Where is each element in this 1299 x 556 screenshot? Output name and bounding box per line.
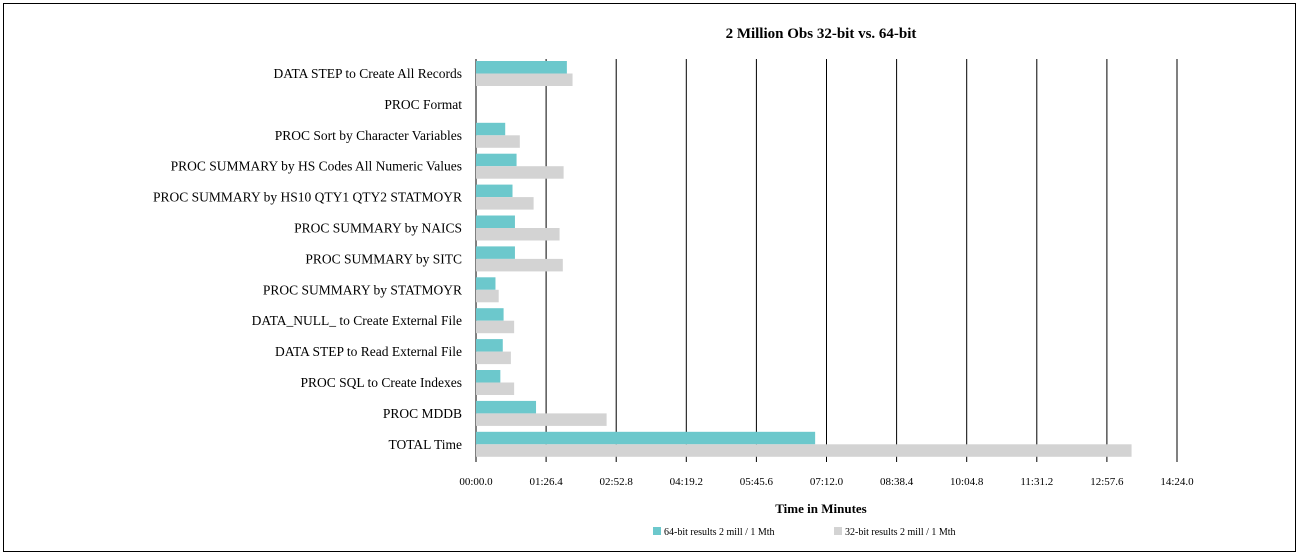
category-label: DATA_NULL_ to Create External File	[252, 313, 462, 328]
bar-32bit	[476, 289, 499, 303]
bar-32bit	[476, 258, 563, 272]
bar-32bit	[476, 320, 515, 334]
category-label: PROC MDDB	[383, 406, 462, 421]
bar-32bit	[476, 228, 560, 241]
bar-64bit	[476, 246, 515, 259]
category-label: PROC SUMMARY by SITC	[305, 251, 462, 266]
chart-title: 2 Million Obs 32-bit vs. 64-bit	[726, 26, 917, 42]
legend-label-32bit: 32-bit results 2 mill / 1 Mth	[845, 527, 956, 538]
bar-64bit	[476, 153, 517, 167]
category-label: PROC SUMMARY by HS10 QTY1 QTY2 STATMOYR	[153, 190, 462, 205]
category-label: PROC SUMMARY by STATMOYR	[263, 282, 462, 297]
bar-64bit	[476, 339, 503, 352]
bar-64bit	[476, 277, 496, 290]
legend-swatch-32bit	[834, 527, 842, 535]
category-label: TOTAL Time	[388, 437, 462, 452]
bar-32bit	[476, 382, 515, 395]
bar-64bit	[476, 122, 506, 136]
legend-swatch-64bit	[653, 527, 661, 535]
bar-32bit	[476, 444, 1132, 457]
legend: 64-bit results 2 mill / 1 Mth 32-bit res…	[653, 527, 956, 538]
bar-64bit	[476, 215, 515, 228]
category-labels: DATA STEP to Create All Records PROC Form…	[153, 66, 462, 452]
x-tick-label: 11:31.2	[1020, 476, 1053, 488]
x-tick-label: 01:26.4	[529, 476, 563, 488]
x-tick-label: 07:12.0	[810, 476, 844, 488]
bar-32bit	[476, 166, 564, 179]
category-label: PROC Sort by Character Variables	[275, 128, 462, 143]
bar-64bit	[476, 400, 537, 414]
x-tick-label: 00:00.0	[459, 476, 493, 488]
category-label: PROC Format	[384, 97, 462, 112]
x-tick-label: 10:04.8	[950, 476, 984, 488]
category-label: PROC SUMMARY by NAICS	[294, 221, 462, 236]
category-label: DATA STEP to Read External File	[275, 344, 462, 359]
x-axis-ticks: 00:00.0 01:26.4 02:52.8 04:19.2 05:45.6 07:12…	[459, 476, 1194, 488]
x-tick-label: 08:38.4	[880, 476, 914, 488]
x-tick-label: 12:57.6	[1090, 476, 1124, 488]
category-label: PROC SUMMARY by HS Codes All Numeric Val…	[171, 159, 462, 174]
bar-64bit	[476, 184, 513, 198]
bar-32bit	[476, 197, 534, 210]
x-axis-title: Time in Minutes	[775, 501, 867, 516]
bar-32bit	[476, 413, 607, 426]
chart-frame: 2 Million Obs 32-bit vs. 64-bit DATA STE…	[3, 3, 1296, 552]
x-tick-label: 05:45.6	[740, 476, 774, 488]
bar-chart: 2 Million Obs 32-bit vs. 64-bit DATA STE…	[153, 26, 1194, 538]
bar-64bit	[476, 370, 501, 383]
bar-32bit	[476, 73, 573, 86]
bar-64bit	[476, 431, 816, 445]
legend-label-64bit: 64-bit results 2 mill / 1 Mth	[664, 527, 775, 538]
gridlines	[475, 59, 1178, 462]
bar-64bit	[476, 61, 567, 74]
category-label: PROC SQL to Create Indexes	[301, 375, 462, 390]
x-tick-label: 04:19.2	[670, 476, 703, 488]
bar-32bit	[476, 351, 511, 365]
bars	[476, 61, 1132, 457]
x-tick-label: 02:52.8	[600, 476, 634, 488]
bar-32bit	[476, 135, 520, 148]
category-label: DATA STEP to Create All Records	[273, 66, 462, 81]
bar-64bit	[476, 308, 504, 321]
x-tick-label: 14:24.0	[1160, 476, 1194, 488]
